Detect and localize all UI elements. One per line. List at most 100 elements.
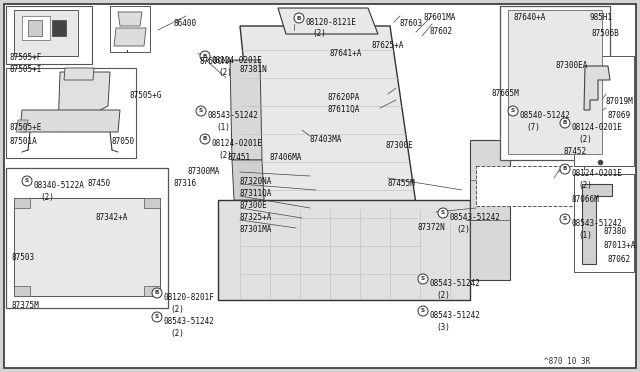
Polygon shape <box>114 28 146 46</box>
Text: 87069: 87069 <box>608 111 631 120</box>
Text: 87505+G: 87505+G <box>130 91 163 100</box>
Bar <box>508 10 602 154</box>
Circle shape <box>152 312 162 322</box>
Polygon shape <box>22 16 50 40</box>
Bar <box>6 168 168 308</box>
Polygon shape <box>218 200 470 300</box>
Polygon shape <box>278 8 378 34</box>
Circle shape <box>152 288 162 298</box>
Bar <box>574 56 634 166</box>
Text: 87665M: 87665M <box>492 89 520 98</box>
Text: (2): (2) <box>218 68 232 77</box>
Text: 87611QA: 87611QA <box>328 105 360 114</box>
Circle shape <box>22 176 32 186</box>
Circle shape <box>294 13 304 23</box>
Circle shape <box>560 118 570 128</box>
Text: 08124-0201E: 08124-0201E <box>572 123 623 132</box>
Polygon shape <box>14 10 78 56</box>
Text: B: B <box>203 54 207 58</box>
Bar <box>574 174 634 272</box>
Circle shape <box>418 274 428 284</box>
Text: 87325+A: 87325+A <box>240 213 273 222</box>
Text: 87300MA: 87300MA <box>188 167 220 176</box>
Text: 87451: 87451 <box>228 153 251 162</box>
Text: 08124-0201E: 08124-0201E <box>572 169 623 178</box>
Text: (2): (2) <box>456 225 470 234</box>
Text: 985H1: 985H1 <box>590 13 613 22</box>
Text: (2): (2) <box>312 29 326 38</box>
Text: 08543-51242: 08543-51242 <box>430 311 481 320</box>
Text: B: B <box>203 137 207 141</box>
Text: S: S <box>199 109 203 113</box>
Polygon shape <box>16 120 28 132</box>
Bar <box>14 286 30 296</box>
Circle shape <box>508 106 518 116</box>
Text: 87601MA: 87601MA <box>423 13 456 22</box>
Bar <box>144 286 160 296</box>
Circle shape <box>560 214 570 224</box>
Circle shape <box>418 306 428 316</box>
Text: B: B <box>563 121 567 125</box>
Text: 87019M: 87019M <box>605 97 633 106</box>
Text: 87503: 87503 <box>12 253 35 262</box>
Polygon shape <box>470 140 510 280</box>
Text: 87372N: 87372N <box>418 223 445 232</box>
Polygon shape <box>232 160 264 200</box>
Circle shape <box>560 164 570 174</box>
Text: 87300EA: 87300EA <box>556 61 588 70</box>
Text: 08543-51242: 08543-51242 <box>208 111 259 120</box>
Polygon shape <box>584 66 610 110</box>
Text: 08543-51242: 08543-51242 <box>430 279 481 288</box>
Bar <box>6 68 136 158</box>
Text: 87300E: 87300E <box>386 141 413 150</box>
Circle shape <box>438 208 448 218</box>
Text: 87452: 87452 <box>564 147 587 156</box>
Bar <box>144 198 160 208</box>
Text: (3): (3) <box>436 323 450 332</box>
Circle shape <box>196 106 206 116</box>
Text: 87505+E: 87505+E <box>10 123 42 132</box>
Text: 87641+A: 87641+A <box>330 49 362 58</box>
Polygon shape <box>230 60 262 160</box>
Text: 87066M: 87066M <box>572 195 600 204</box>
Text: S: S <box>563 217 567 221</box>
Bar <box>110 6 150 52</box>
Bar <box>6 6 92 64</box>
Text: 08340-5122A: 08340-5122A <box>34 181 85 190</box>
Text: B: B <box>297 16 301 20</box>
Text: 87625+A: 87625+A <box>372 41 404 50</box>
Text: 87640+A: 87640+A <box>514 13 547 22</box>
Text: 86400: 86400 <box>174 19 197 28</box>
Text: 87506B: 87506B <box>592 29 620 38</box>
Circle shape <box>200 51 210 61</box>
Bar <box>14 198 160 296</box>
Text: 87505+I: 87505+I <box>10 65 42 74</box>
Text: 87600MA: 87600MA <box>200 57 232 66</box>
Text: 87342+A: 87342+A <box>96 213 129 222</box>
Bar <box>52 20 66 36</box>
Text: ^870 10 3R: ^870 10 3R <box>544 357 590 366</box>
Text: S: S <box>25 179 29 183</box>
Text: (7): (7) <box>526 123 540 132</box>
Text: 87320NA: 87320NA <box>240 177 273 186</box>
Text: 87505+F: 87505+F <box>10 53 42 62</box>
Text: (2): (2) <box>170 305 184 314</box>
Text: 87501A: 87501A <box>10 137 38 146</box>
Polygon shape <box>20 110 120 132</box>
Text: (2): (2) <box>218 151 232 160</box>
Text: 87050: 87050 <box>112 137 135 146</box>
Text: 08120-8121E: 08120-8121E <box>306 18 357 27</box>
Text: 08124-0201E: 08124-0201E <box>212 139 263 148</box>
Text: 87300E: 87300E <box>240 201 268 210</box>
Text: 08543-51242: 08543-51242 <box>450 213 501 222</box>
Text: 87602: 87602 <box>430 27 453 36</box>
Text: (2): (2) <box>578 135 592 144</box>
Text: 08543-51242: 08543-51242 <box>164 317 215 326</box>
Circle shape <box>200 134 210 144</box>
Text: S: S <box>511 109 515 113</box>
Text: 87311QA: 87311QA <box>240 189 273 198</box>
Text: 87062: 87062 <box>608 255 631 264</box>
Text: 87316: 87316 <box>174 179 197 188</box>
Text: 87450: 87450 <box>88 179 111 188</box>
Text: 87406MA: 87406MA <box>270 153 302 162</box>
